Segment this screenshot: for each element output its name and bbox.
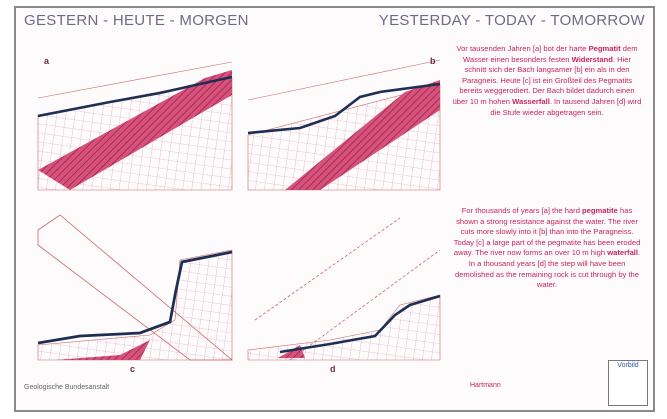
text-english: For thousands of years [a] the hard pegm… — [452, 206, 642, 291]
panel-label: d — [330, 364, 336, 374]
bold-term: Widerstand — [572, 55, 613, 64]
credit: Hartmann — [470, 382, 501, 389]
bold-term: Pegmatit — [589, 44, 621, 53]
panel-a — [38, 62, 232, 190]
bold-term: Wasserfall — [512, 97, 550, 106]
panel-b — [248, 60, 440, 190]
page: GESTERN - HEUTE - MORGEN YESTERDAY - TOD… — [0, 0, 667, 419]
bold-term: waterfall — [607, 248, 638, 257]
panel-label: c — [130, 364, 135, 374]
panel-d — [248, 218, 440, 360]
panel-label: b — [430, 56, 436, 66]
panel-label: a — [44, 56, 50, 66]
publisher: Geologische Bundesanstalt — [24, 384, 109, 391]
text-run: Vor tausenden Jahren [a] bot der harte — [456, 44, 588, 53]
panel-c — [38, 215, 232, 360]
bold-term: pegmatite — [582, 206, 618, 215]
text-german: Vor tausenden Jahren [a] bot der harte P… — [452, 44, 642, 118]
logo: Vorbild — [608, 360, 648, 406]
text-run: For thousands of years [a] the hard — [462, 206, 582, 215]
